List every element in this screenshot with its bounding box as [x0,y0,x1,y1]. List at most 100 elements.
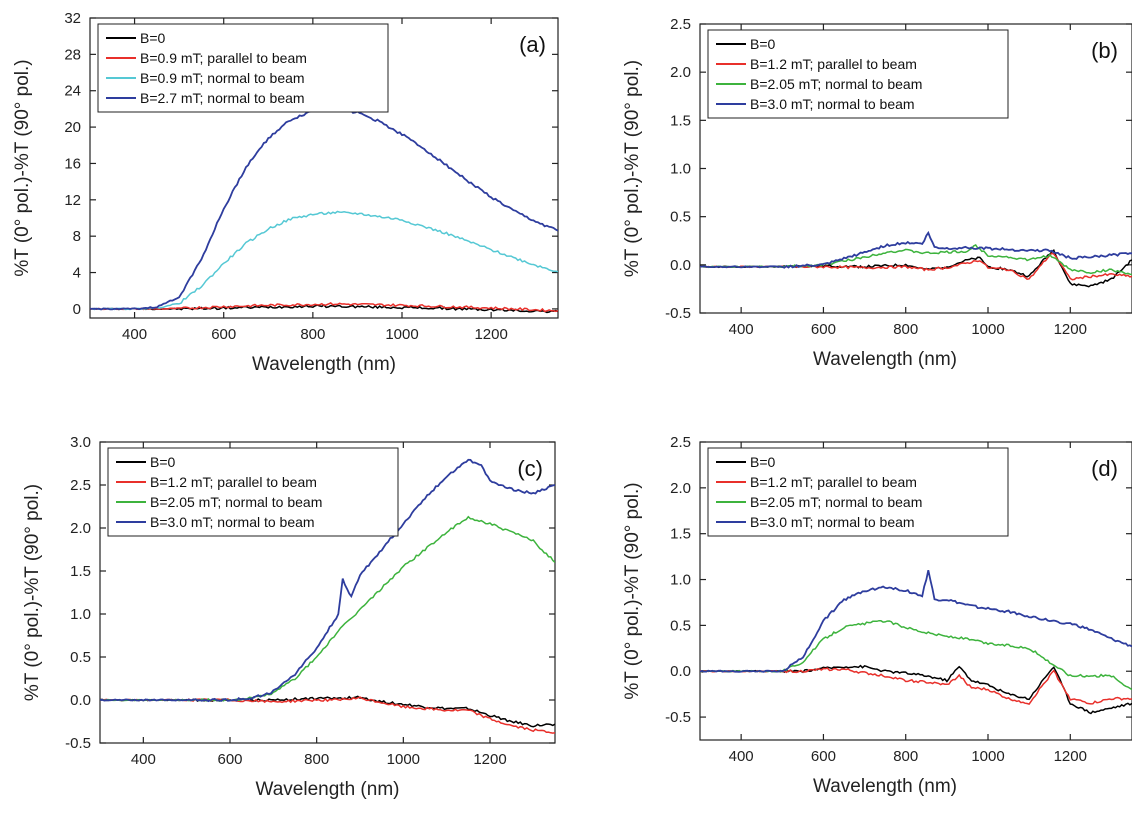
legend-label: B=2.05 mT; normal to beam [750,494,922,510]
y-tick-label: 1.5 [670,526,691,543]
x-tick-label: 800 [304,751,329,768]
y-tick-label: 2.0 [670,64,691,81]
y-tick-label: 0.5 [670,617,691,634]
x-tick-label: 400 [122,326,147,343]
x-tick-label: 600 [811,748,836,765]
series-line-3 [90,210,558,311]
series-line-3 [100,515,555,703]
y-axis-title: %T (0° pol.)-%T (90° pol.) [12,59,33,276]
legend-label: B=0.9 mT; parallel to beam [140,50,307,66]
x-tick-label: 1000 [971,748,1004,765]
y-tick-label: 0 [73,301,81,318]
y-tick-label: -0.5 [65,735,91,752]
y-tick-label: 16 [64,155,81,172]
series-line-3 [700,244,1132,276]
x-tick-label: 800 [893,748,918,765]
x-tick-label: 1000 [385,326,418,343]
legend-label: B=2.05 mT; normal to beam [150,494,322,510]
chart-panel-b: 400 600 800 1000 1200 -0.5 0.0 0.5 1.0 1.5 2.0 2.5 W… [622,16,1132,370]
y-tick-label: 2.0 [70,520,91,537]
chart-panel-d: 400 600 800 1000 1200 -0.5 0.0 0.5 1.0 1.5 2.0 2.5 W… [622,434,1132,797]
x-tick-label: 400 [729,321,754,338]
x-tick-label: 600 [217,751,242,768]
series-line-1 [700,664,1132,715]
legend-label: B=0 [150,454,176,470]
legend-label: B=3.0 mT; normal to beam [750,514,915,530]
x-tick-label: 1200 [1054,321,1087,338]
x-tick-label: 1200 [1054,748,1087,765]
x-tick-label: 400 [131,751,156,768]
y-tick-label: 1.0 [670,572,691,589]
x-axis-title: Wavelength (nm) [813,349,957,370]
y-tick-label: 28 [64,46,81,63]
y-tick-label: 2.5 [670,16,691,33]
x-tick-label: 600 [211,326,236,343]
y-tick-label: 0.0 [70,692,91,709]
x-tick-label: 1000 [971,321,1004,338]
x-tick-label: 800 [300,326,325,343]
legend-box [107,447,399,537]
panel-label: (d) [1091,456,1118,481]
series-line-4 [700,230,1132,269]
x-axis-title: Wavelength (nm) [813,776,957,797]
y-tick-label: 1.5 [70,563,91,580]
y-tick-label: 32 [64,10,81,27]
legend-label: B=2.05 mT; normal to beam [750,76,922,92]
legend-label: B=0 [750,454,776,470]
chart-panel-a: 400 600 800 1000 1200 0 4 8 12 16 20 24 28 32 Waveleng… [12,10,559,375]
legend-label: B=2.7 mT; normal to beam [140,90,305,106]
y-axis-title: %T (0° pol.)-%T (90° pol.) [622,482,643,699]
y-tick-label: -0.5 [665,305,691,322]
y-tick-label: 1.0 [70,606,91,623]
chart-panel-c: 400 600 800 1000 1200 -0.5 0.0 0.5 1.0 1.5 2.0 2.5 3… [22,434,556,800]
y-tick-label: 20 [64,119,81,136]
x-tick-label: 1000 [387,751,420,768]
x-tick-label: 800 [893,321,918,338]
legend-label: B=0 [750,36,776,52]
y-tick-label: 8 [73,228,81,245]
panel-label: (b) [1091,38,1118,63]
legend-label: B=1.2 mT; parallel to beam [750,474,917,490]
legend-label: B=1.2 mT; parallel to beam [150,474,317,490]
legend-box [97,23,389,113]
legend-label: B=3.0 mT; normal to beam [750,96,915,112]
legend-box [707,29,1009,119]
legend-label: B=0 [140,30,166,46]
y-tick-label: 2.5 [670,434,691,451]
x-axis-title: Wavelength (nm) [252,354,396,375]
x-tick-label: 1200 [474,326,507,343]
plot-frame [99,441,556,744]
y-tick-label: 1.5 [670,112,691,129]
x-tick-label: 600 [811,321,836,338]
y-tick-label: 0.5 [670,209,691,226]
x-tick-label: 1200 [473,751,506,768]
plot-frame [699,441,1132,741]
y-tick-label: 12 [64,192,81,209]
y-tick-label: 4 [73,265,81,282]
legend-label: B=1.2 mT; parallel to beam [750,56,917,72]
y-tick-label: 2.5 [70,477,91,494]
legend-label: B=0.9 mT; normal to beam [140,70,305,86]
panel-label: (a) [519,32,546,57]
y-axis-title: %T (0° pol.)-%T (90° pol.) [622,60,643,277]
x-axis-title: Wavelength (nm) [256,779,400,800]
series-line-4 [100,458,555,703]
y-axis-title: %T (0° pol.)-%T (90° pol.) [22,484,43,701]
y-tick-label: 0.5 [70,649,91,666]
y-tick-label: 24 [64,83,81,100]
x-tick-label: 400 [729,748,754,765]
y-tick-label: 0.0 [670,663,691,680]
panel-label: (c) [517,456,543,481]
y-tick-label: 2.0 [670,480,691,497]
y-tick-label: 3.0 [70,434,91,451]
series-line-4 [90,108,558,311]
plot-frame [89,17,559,319]
series-line-2 [90,302,558,313]
y-tick-label: 1.0 [670,161,691,178]
series-line-3 [700,619,1132,691]
legend-box [707,447,1009,537]
series-line-4 [700,570,1132,673]
y-tick-label: -0.5 [665,709,691,726]
legend-label: B=3.0 mT; normal to beam [150,514,315,530]
